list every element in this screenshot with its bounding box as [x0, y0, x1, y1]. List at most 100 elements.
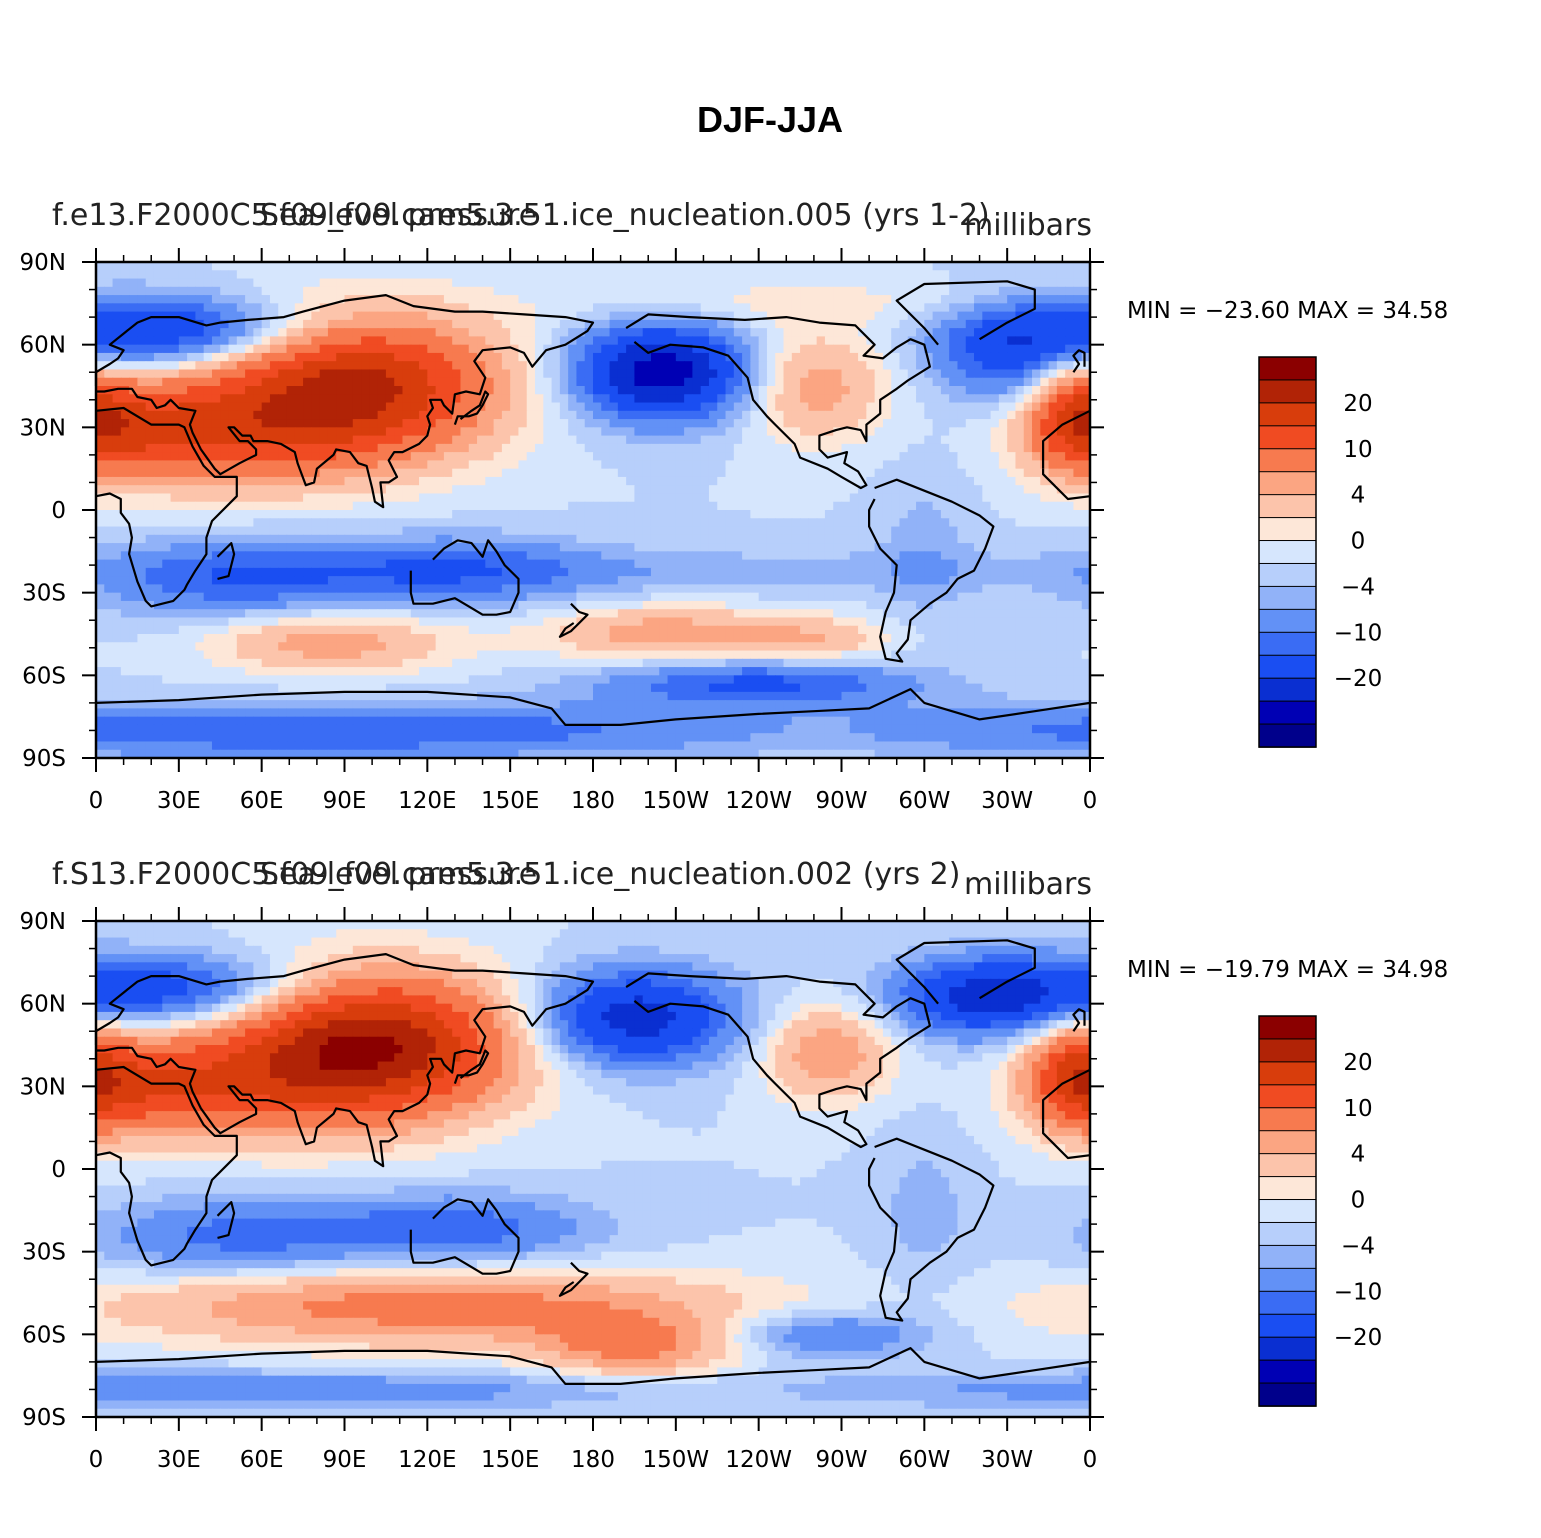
field-cell — [419, 286, 428, 296]
field-cell — [468, 419, 478, 428]
field-cell — [410, 386, 420, 395]
field-cell — [907, 402, 917, 412]
field-cell — [593, 336, 602, 346]
field-cell — [344, 319, 354, 329]
field-cell — [891, 270, 901, 280]
field-cell — [278, 336, 288, 346]
field-cell — [402, 435, 412, 445]
field-cell — [452, 592, 462, 602]
field-cell — [361, 518, 370, 528]
field-cell — [891, 476, 901, 486]
field-cell — [278, 543, 288, 552]
field-cell — [617, 361, 627, 371]
field-cell — [733, 551, 743, 561]
field-cell — [1065, 319, 1075, 329]
field-cell — [510, 361, 520, 371]
field-cell — [178, 377, 188, 387]
field-cell — [626, 435, 636, 445]
field-cell — [361, 303, 370, 313]
field-cell — [617, 270, 627, 280]
field-cell — [162, 402, 172, 412]
field-cell — [916, 468, 925, 478]
field-cell — [435, 551, 445, 561]
field-cell — [394, 452, 404, 461]
field-cell — [269, 427, 279, 437]
field-cell — [228, 468, 238, 478]
field-cell — [899, 452, 909, 461]
field-cell — [245, 510, 254, 519]
field-cell — [568, 262, 578, 271]
field-cell — [667, 319, 677, 329]
field-cell — [1040, 534, 1050, 544]
field-cell — [195, 410, 205, 420]
field-cell — [385, 485, 395, 495]
field-cell — [965, 361, 975, 371]
field-cell — [576, 328, 586, 337]
field-cell — [493, 600, 503, 610]
field-cell — [162, 336, 172, 346]
field-cell — [617, 600, 627, 610]
field-cell — [104, 328, 114, 337]
field-cell — [96, 501, 105, 511]
field-cell — [932, 501, 942, 511]
field-cell — [493, 270, 503, 280]
field-cell — [303, 419, 312, 428]
field-cell — [419, 452, 428, 461]
field-cell — [742, 468, 751, 478]
field-cell — [236, 559, 246, 569]
field-cell — [650, 534, 660, 544]
field-cell — [858, 592, 867, 602]
field-cell — [261, 567, 271, 577]
field-cell — [162, 328, 172, 337]
field-cell — [1048, 559, 1058, 569]
field-cell — [485, 567, 495, 577]
field-cell — [808, 468, 818, 478]
field-cell — [874, 427, 884, 437]
field-cell — [145, 452, 155, 461]
field-cell — [427, 518, 437, 528]
field-cell — [833, 485, 843, 495]
field-cell — [245, 410, 254, 420]
field-cell — [526, 369, 536, 379]
field-cell — [717, 559, 727, 569]
field-cell — [949, 410, 959, 420]
field-cell — [940, 336, 950, 346]
field-cell — [609, 576, 619, 585]
field-cell — [634, 361, 644, 371]
field-cell — [568, 427, 578, 437]
field-cell — [327, 510, 337, 519]
field-cell — [568, 468, 578, 478]
field-cell — [468, 476, 478, 486]
field-cell — [858, 476, 867, 486]
field-cell — [609, 386, 619, 395]
field-cell — [584, 336, 594, 346]
field-cell — [965, 551, 975, 561]
field-cell — [245, 567, 254, 577]
field-cell — [957, 518, 967, 528]
field-cell — [667, 402, 677, 412]
field-cell — [477, 427, 486, 437]
field-cell — [493, 328, 503, 337]
field-cell — [245, 336, 254, 346]
field-cell — [866, 311, 876, 321]
field-cell — [543, 600, 553, 610]
field-cell — [874, 534, 884, 544]
field-cell — [253, 559, 263, 569]
field-cell — [1015, 576, 1025, 585]
field-cell — [924, 526, 934, 536]
field-cell — [195, 526, 205, 536]
field-cell — [675, 278, 685, 288]
field-cell — [833, 443, 843, 453]
field-cell — [137, 295, 147, 304]
field-cell — [849, 278, 859, 288]
field-cell — [849, 410, 859, 420]
field-cell — [800, 311, 809, 321]
field-cell — [841, 278, 851, 288]
field-cell — [617, 369, 627, 379]
field-cell — [750, 303, 760, 313]
field-cell — [1007, 336, 1017, 346]
field-cell — [327, 551, 337, 561]
field-cell — [742, 534, 751, 544]
field-cell — [866, 303, 876, 313]
field-cell — [982, 336, 992, 346]
